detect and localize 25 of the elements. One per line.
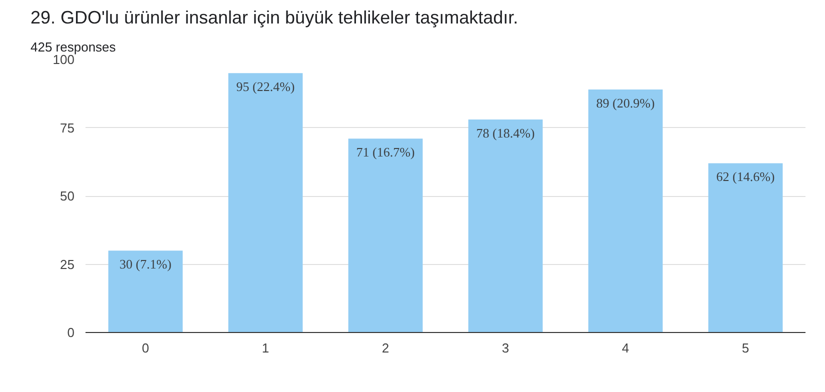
y-tick-label: 50 — [60, 188, 75, 204]
y-tick-label: 25 — [60, 256, 75, 272]
bar — [228, 73, 303, 332]
chart-title: 29. GDO'lu ürünler insanlar için büyük tehlikeler taşımaktadır. — [30, 8, 518, 28]
y-tick-label: 0 — [67, 325, 75, 340]
data-label: 95 (22.4%) — [236, 79, 295, 94]
data-label: 62 (14.6%) — [716, 169, 775, 184]
bar — [588, 90, 663, 332]
y-tick-label: 75 — [60, 120, 75, 136]
bar — [468, 120, 543, 332]
x-tick-label: 0 — [142, 340, 150, 356]
data-label: 89 (20.9%) — [596, 96, 655, 111]
chart-subtitle: 425 responses — [30, 40, 116, 54]
x-tick-label: 5 — [742, 340, 750, 356]
data-label: 78 (18.4%) — [476, 126, 535, 141]
bar — [348, 138, 423, 332]
x-tick-label: 4 — [622, 340, 630, 356]
bar — [708, 163, 783, 332]
data-label: 30 (7.1%) — [120, 256, 172, 272]
y-tick-label: 100 — [52, 52, 75, 67]
x-tick-label: 1 — [262, 340, 270, 356]
x-tick-label: 2 — [382, 340, 390, 356]
x-tick-label: 3 — [502, 340, 510, 356]
bar — [108, 250, 183, 332]
data-label: 71 (16.7%) — [356, 144, 415, 160]
